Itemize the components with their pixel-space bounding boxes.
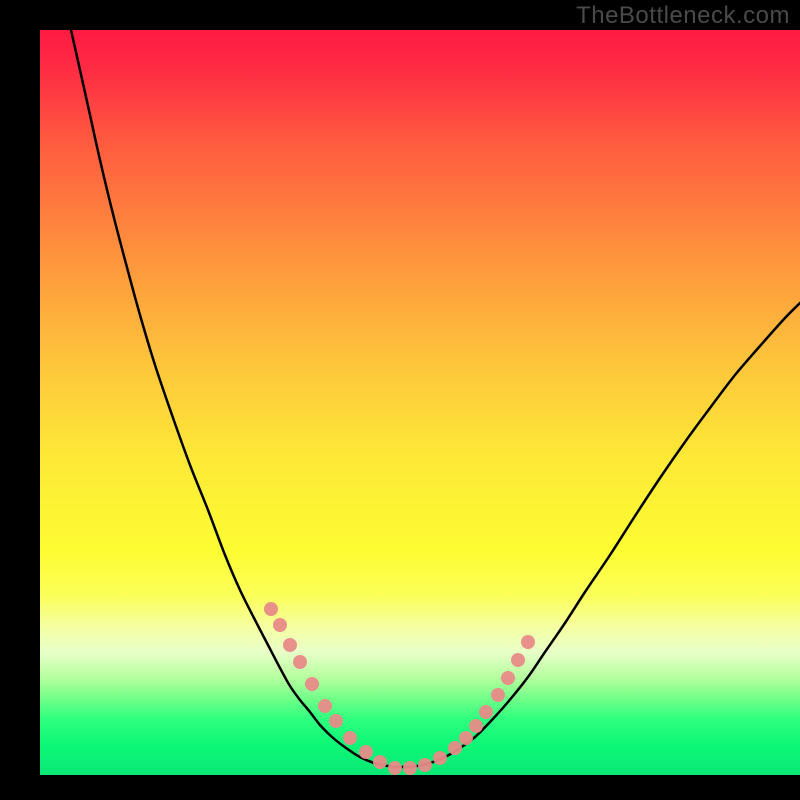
data-marker — [293, 655, 307, 669]
chart-container: TheBottleneck.com — [0, 0, 800, 800]
data-marker — [305, 677, 319, 691]
bottleneck-curve-chart — [0, 0, 800, 800]
data-marker — [343, 731, 357, 745]
data-marker — [283, 638, 297, 652]
data-marker — [264, 602, 278, 616]
data-marker — [373, 755, 387, 769]
data-marker — [479, 705, 493, 719]
data-marker — [459, 731, 473, 745]
data-marker — [318, 699, 332, 713]
data-marker — [433, 751, 447, 765]
data-marker — [273, 618, 287, 632]
data-marker — [469, 719, 483, 733]
data-marker — [329, 714, 343, 728]
data-marker — [501, 671, 515, 685]
data-marker — [388, 761, 402, 775]
data-marker — [491, 688, 505, 702]
data-marker — [403, 761, 417, 775]
data-marker — [359, 745, 373, 759]
data-marker — [448, 741, 462, 755]
data-marker — [418, 758, 432, 772]
data-marker — [521, 635, 535, 649]
data-marker — [511, 653, 525, 667]
watermark-text: TheBottleneck.com — [576, 2, 790, 30]
plot-background — [40, 30, 800, 775]
